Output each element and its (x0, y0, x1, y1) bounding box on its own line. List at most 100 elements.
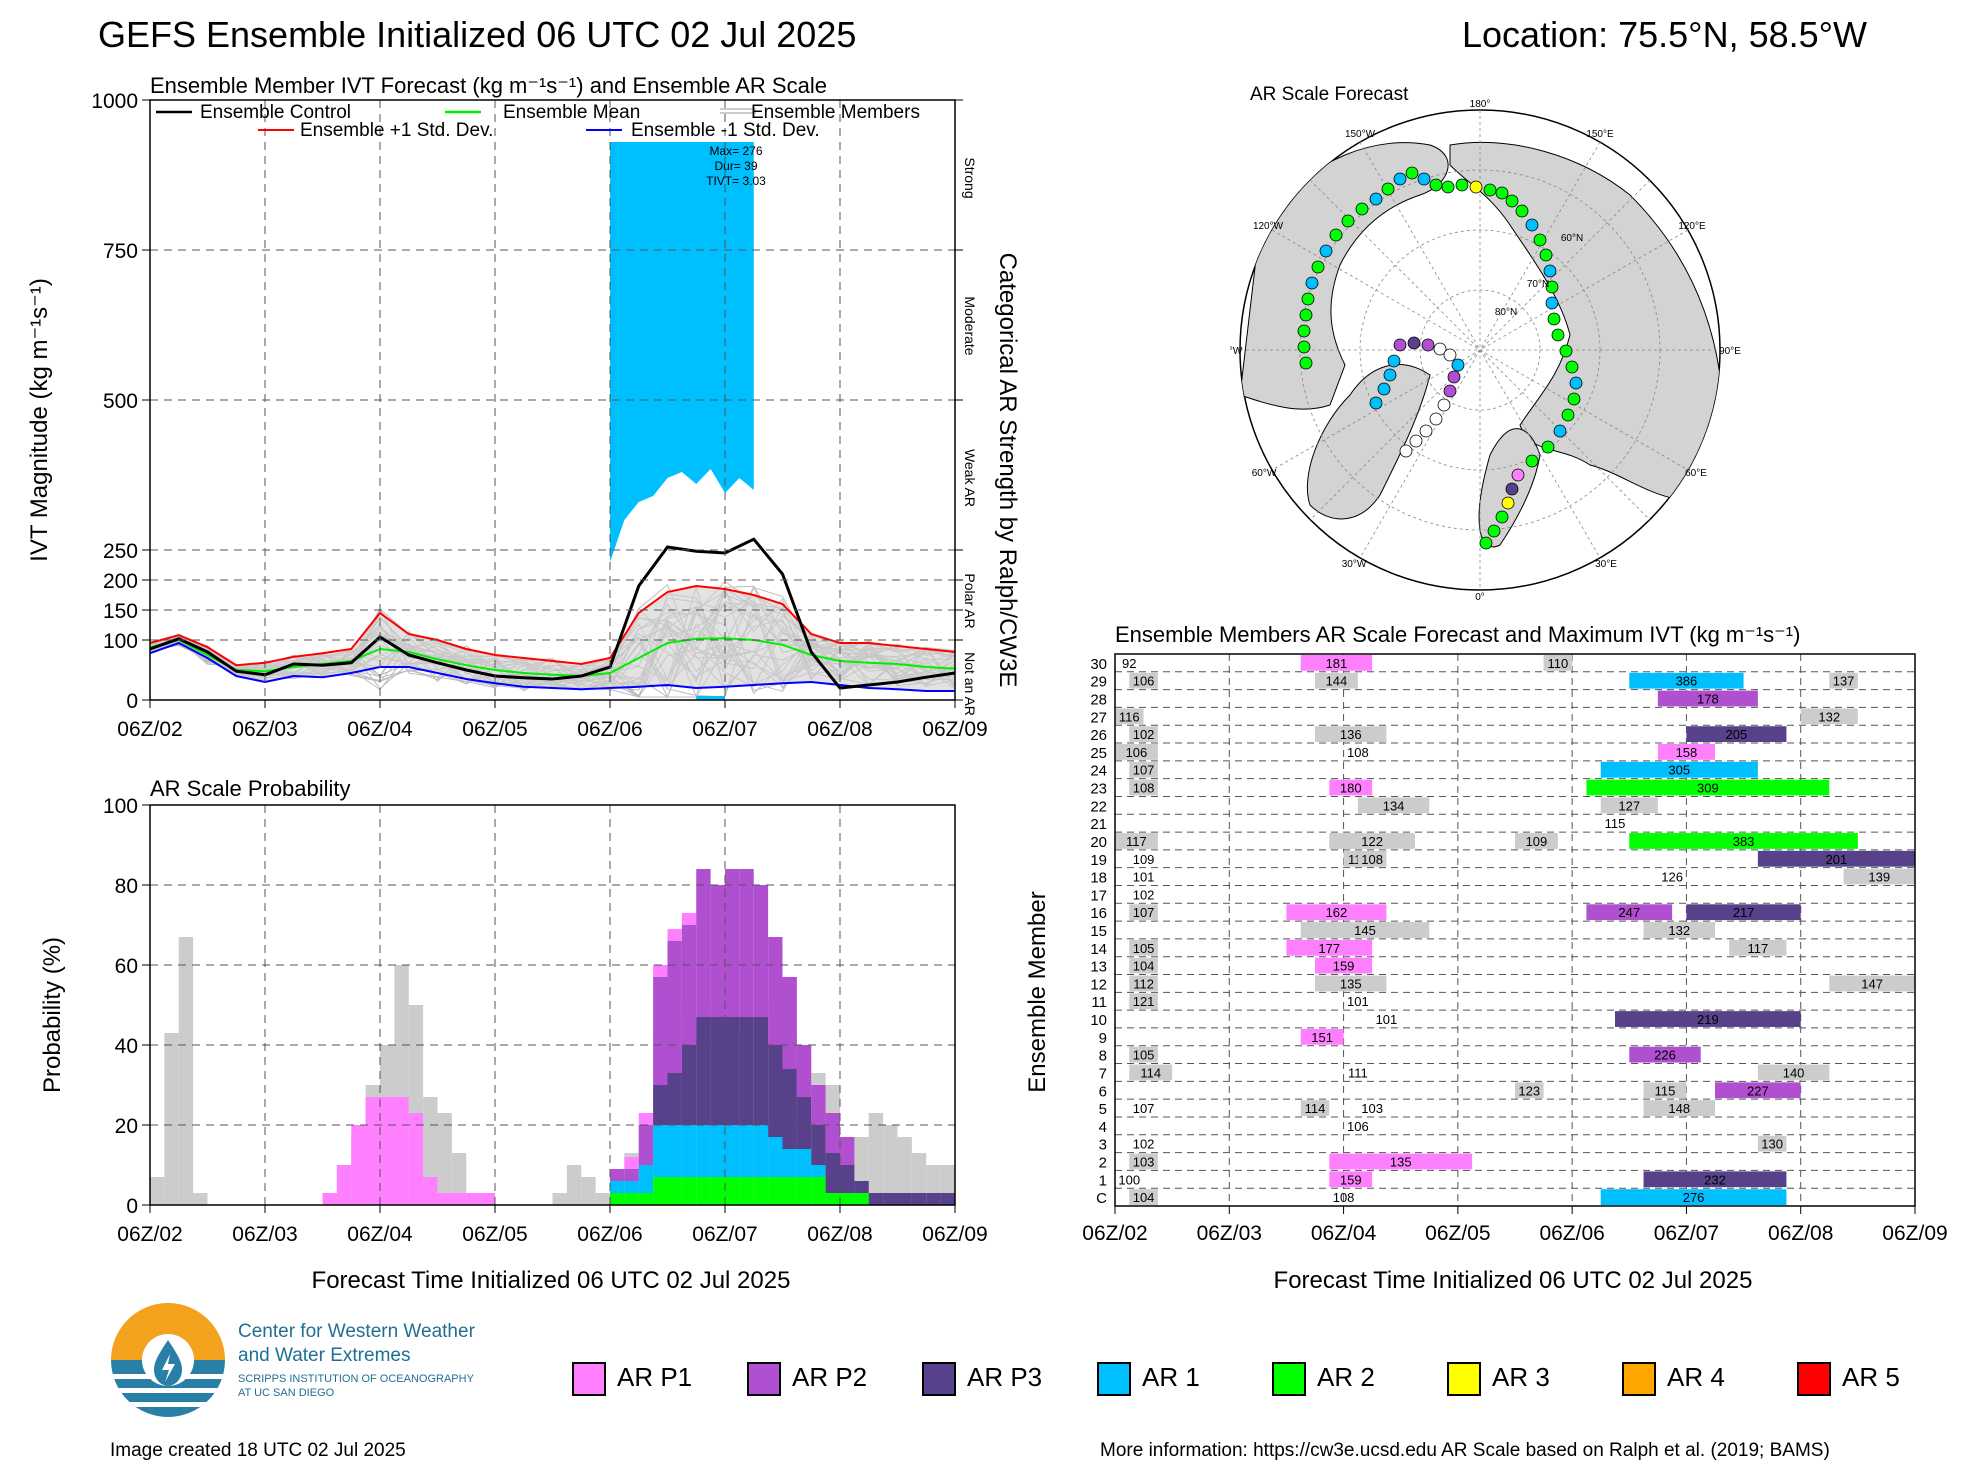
probability-grid (150, 805, 955, 1205)
ar-scale-dot (1447, 370, 1461, 384)
legend-swatch-ar-5 (1797, 1362, 1831, 1396)
member-ar-bar (1129, 1064, 1173, 1081)
greenland-land (1306, 364, 1431, 520)
member-max-ivt: 137 (1833, 674, 1855, 689)
member-ar-bar (1843, 868, 1915, 885)
prob-bar-total (595, 1193, 610, 1205)
member-max-ivt: 134 (1383, 798, 1405, 813)
prob-bar-total (868, 1113, 884, 1205)
ivt-ytick-label: 1000 (91, 90, 138, 113)
ivt-ylabel: IVT Magnitude (kg m⁻¹s⁻¹) (26, 278, 53, 562)
prob-bar-ar-2 (610, 1193, 625, 1205)
prob-bar-ar-p2 (739, 869, 754, 1017)
ivt-grid (150, 100, 955, 700)
member-max-ivt: 177 (1318, 941, 1340, 956)
ar-box-mark (696, 696, 725, 700)
member-ar-bar (1600, 1189, 1787, 1205)
prob-bar-ar-1 (768, 1137, 783, 1177)
member-ar-bar (1129, 957, 1158, 974)
members-bars: 92 181 110 106 144 386 137 178 116 132 102 136 205 10… (1115, 655, 1915, 1205)
legend-label-ar-5: AR 5 (1842, 1362, 1900, 1392)
prob-bar-ar-p3 (725, 1017, 740, 1125)
ivt-xtick-label: 06Z/08 (807, 718, 872, 741)
map-labels: 180° 150°E 120°E 90°E 60°E 30°E 0° 30°W … (1230, 99, 1741, 603)
ar-scale-box (610, 142, 754, 700)
ar-scale-dot (1377, 382, 1391, 396)
member-max-ivt: 107 (1133, 1101, 1155, 1116)
member-max-ivt: 106 (1126, 745, 1148, 760)
member-max-ivt: 104 (1133, 1190, 1155, 1205)
cw3e-logo (111, 1303, 225, 1417)
lon-label: 120°E (1678, 221, 1706, 232)
member-ar-bar (1757, 1135, 1787, 1152)
ar-annot-tivt: TIVT= 3.03 (706, 174, 766, 188)
prob-ytick-label: 0 (126, 1195, 138, 1218)
member-max-ivt: 180 (1340, 781, 1362, 796)
ar-scale-dot (1501, 496, 1515, 510)
member-max-ivt: 140 (1783, 1065, 1805, 1080)
members-xtick-label: 06Z/03 (1197, 1222, 1262, 1245)
legend-swatch-ar-1 (1097, 1362, 1131, 1396)
member-label: 9 (1099, 1030, 1107, 1047)
prob-bar-ar-1 (696, 1125, 711, 1177)
member-max-ivt: 135 (1390, 1154, 1412, 1169)
member-ar-bar (1129, 761, 1158, 778)
member-label: 14 (1090, 941, 1107, 958)
member-max-ivt: 201 (1826, 852, 1848, 867)
member-ar-bar (1600, 797, 1658, 814)
member-max-ivt: 145 (1354, 923, 1376, 938)
prob-bar-ar-p1 (624, 1157, 639, 1169)
prob-bar-ar-p3 (753, 1017, 769, 1125)
member-max-ivt: 102 (1133, 1137, 1155, 1152)
lon-label: 90°W (1230, 346, 1243, 357)
member-max-ivt: 162 (1326, 905, 1348, 920)
ar-scale-dots (1297, 166, 1583, 550)
member-label: 26 (1090, 727, 1107, 744)
legend-plus: Ensemble +1 Std. Dev. (300, 120, 493, 141)
legend-label-ar-p3: AR P3 (967, 1362, 1043, 1392)
member-label: 4 (1099, 1119, 1107, 1136)
ar-scale-dot (1441, 180, 1455, 194)
prob-bar-ar-p1 (394, 1097, 409, 1205)
member-max-ivt: 105 (1133, 1048, 1155, 1063)
member-max-ivt: 151 (1311, 1030, 1333, 1045)
member-max-ivt: 205 (1726, 727, 1748, 742)
ar-scale-dot (1543, 264, 1557, 278)
member-ar-bar (1615, 1011, 1801, 1027)
member-max-ivt: 132 (1668, 923, 1690, 938)
prob-bar-ar-p3 (768, 1045, 783, 1137)
member-max-ivt: 103 (1133, 1154, 1155, 1169)
ivt-ytick-label: 500 (103, 390, 138, 413)
ivt-ytick-label: 200 (103, 570, 138, 593)
ar-scale-dot (1525, 218, 1539, 232)
cat-strong: Strong (962, 157, 978, 198)
member-ar-bar (1643, 1171, 1787, 1188)
members-axes: C123456789101112131415161718192021222324… (1082, 653, 1948, 1245)
ar-scale-dot (1559, 344, 1573, 358)
members-ylabel: Ensemble Member (1024, 891, 1051, 1092)
prob-bar-ar-p3 (897, 1193, 912, 1205)
member-ar-bar (1757, 1064, 1830, 1081)
prob-bar-ar-p3 (796, 1097, 812, 1149)
member-ar-bar (1315, 672, 1358, 689)
member-ar-bar (1286, 904, 1387, 921)
member-max-ivt: 109 (1526, 834, 1548, 849)
member-ar-bar (1515, 833, 1558, 849)
prob-bar-ar-p1 (667, 929, 682, 941)
member-max-ivt: 309 (1697, 781, 1719, 796)
member-max-ivt: 127 (1618, 798, 1640, 813)
ar-scale-dot (1495, 510, 1509, 524)
member-ar-bar (1643, 922, 1715, 938)
ivt-xtick-label: 06Z/05 (462, 718, 527, 741)
member-max-ivt: 111 (1348, 1065, 1368, 1080)
prob-ylabel: Probability (%) (39, 937, 66, 1093)
member-max-ivt: 108 (1347, 745, 1369, 760)
prob-bar-ar-p1 (480, 1193, 495, 1205)
prob-bar-ar-p3 (911, 1193, 927, 1205)
member-max-ivt: 116 (1119, 709, 1140, 724)
ivt-xtick-label: 06Z/06 (577, 718, 642, 741)
ensemble-spread (150, 586, 955, 691)
ar-scale-dot (1355, 202, 1369, 216)
ar-scale-dot (1547, 312, 1561, 326)
